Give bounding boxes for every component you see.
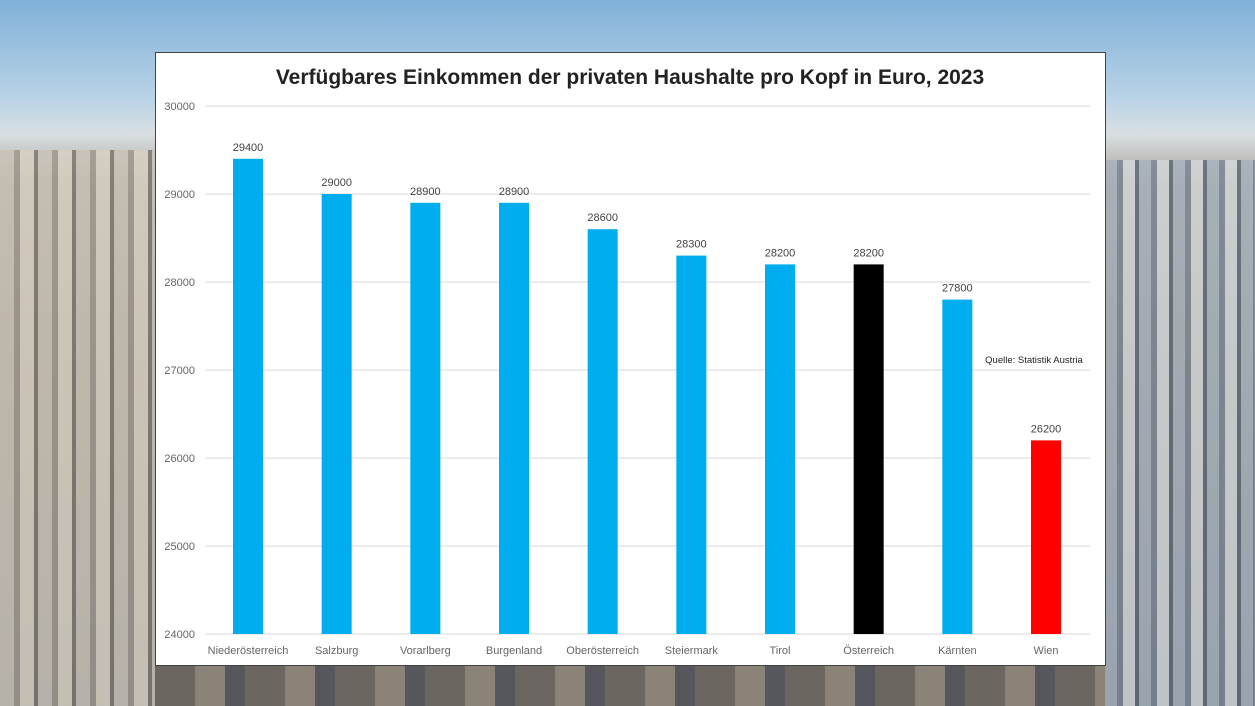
y-tick-label: 26000 <box>164 453 195 465</box>
x-tick-label: Tirol <box>770 645 791 657</box>
data-label: 29400 <box>233 142 264 154</box>
data-label: 28200 <box>853 247 884 259</box>
bar <box>410 202 441 635</box>
y-tick-label: 28000 <box>164 277 195 289</box>
y-tick-label: 24000 <box>164 629 195 641</box>
bar <box>233 158 263 635</box>
y-tick-label: 30000 <box>164 101 195 113</box>
background-photo-right <box>1105 160 1255 706</box>
data-label: 28200 <box>765 247 796 259</box>
data-label: 29000 <box>321 177 352 189</box>
data-label: 27800 <box>942 283 973 295</box>
bar <box>587 229 618 634</box>
data-label: 28900 <box>499 186 530 198</box>
x-tick-label: Vorarlberg <box>400 645 451 657</box>
data-label: 28600 <box>587 212 618 224</box>
y-tick-label: 29000 <box>164 189 195 201</box>
bar <box>499 202 529 635</box>
x-tick-label: Wien <box>1033 645 1058 657</box>
data-label: 28900 <box>410 186 441 198</box>
x-tick-label: Steiermark <box>665 645 719 657</box>
background-photo-left <box>0 150 155 706</box>
y-tick-label: 25000 <box>164 541 195 553</box>
bar <box>942 299 973 634</box>
x-tick-label: Kärnten <box>938 645 977 657</box>
bar <box>765 264 795 634</box>
chart-title: Verfügbares Einkommen der privaten Haush… <box>276 66 984 89</box>
x-tick-label: Österreich <box>843 645 894 657</box>
background-photo-bottom <box>155 666 1105 706</box>
data-label: 26200 <box>1031 423 1062 435</box>
x-tick-label: Oberösterreich <box>566 645 639 657</box>
source-annotation: Quelle: Statistik Austria <box>985 355 1083 366</box>
y-tick-label: 27000 <box>164 365 195 377</box>
bar <box>1031 440 1061 634</box>
x-tick-label: Burgenland <box>486 645 542 657</box>
bar <box>321 194 352 634</box>
bar <box>853 264 884 634</box>
x-tick-label: Niederösterreich <box>208 645 289 657</box>
x-tick-label: Salzburg <box>315 645 358 657</box>
data-label: 28300 <box>676 239 707 251</box>
bar <box>676 255 707 634</box>
